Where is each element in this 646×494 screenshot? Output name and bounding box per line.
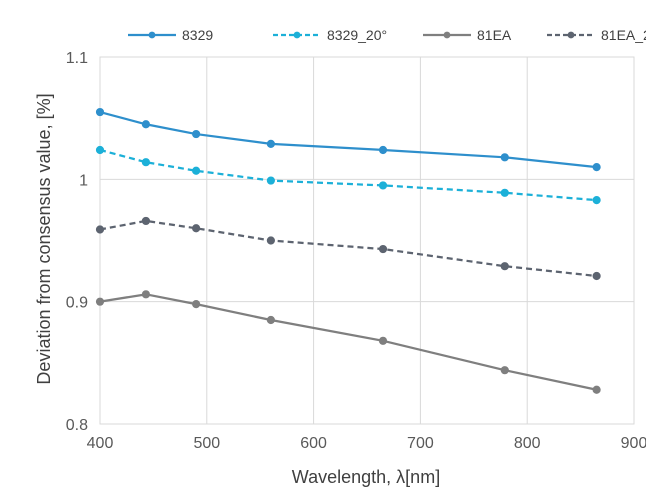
- data-point: [95, 145, 105, 155]
- data-point: [500, 188, 509, 197]
- series-1: [95, 107, 601, 172]
- data-point: [95, 225, 105, 234]
- data-point: [592, 196, 601, 205]
- legend-item-1: 8329: [128, 27, 213, 43]
- data-point: [266, 315, 275, 325]
- plot-series: [95, 107, 601, 394]
- legend-item-4: 81EA_20°: [547, 27, 646, 43]
- data-point: [141, 158, 151, 167]
- data-point: [592, 271, 601, 281]
- data-point: [378, 336, 388, 345]
- x-axis-ticks: 400 500 600 700 800 900: [87, 435, 646, 452]
- x-tick-label: 800: [514, 435, 541, 452]
- series-line: [99, 148, 597, 202]
- data-point: [192, 166, 201, 175]
- data-point: [500, 153, 509, 162]
- data-point: [141, 290, 151, 299]
- data-point: [500, 262, 509, 271]
- data-point: [192, 129, 201, 139]
- legend-label: 8329_20°: [327, 27, 387, 43]
- x-tick-label: 400: [87, 435, 114, 452]
- data-point: [95, 297, 105, 306]
- x-tick-label: 900: [621, 435, 646, 452]
- series-3: [95, 290, 601, 394]
- legend-swatch-marker: [293, 31, 301, 39]
- legend: 8329 8329_20° 81EA 81EA_20°: [128, 27, 646, 43]
- data-point: [192, 300, 201, 309]
- y-axis-ticks: 0.8 0.9 1 1.1: [66, 50, 88, 434]
- series-line: [99, 110, 597, 169]
- y-axis-title: Deviation from consensus value, [%]: [34, 93, 54, 384]
- data-point: [378, 145, 388, 155]
- x-axis-title: Wavelength, λ[nm]: [292, 467, 440, 487]
- y-tick-label: 1.1: [66, 50, 88, 67]
- plot-area-border: [99, 56, 635, 425]
- legend-swatch-marker: [443, 31, 451, 39]
- data-point: [592, 163, 601, 172]
- data-point: [266, 176, 275, 185]
- legend-label: 8329: [182, 27, 213, 43]
- legend-swatch-marker: [567, 31, 575, 39]
- legend-item-3: 81EA: [423, 27, 512, 43]
- data-point: [192, 224, 201, 233]
- y-tick-label: 0.9: [66, 295, 88, 312]
- grid-lines: [99, 56, 635, 425]
- y-tick-label: 1: [79, 172, 88, 189]
- series-line: [99, 293, 597, 391]
- legend-item-2: 8329_20°: [273, 27, 387, 43]
- data-point: [266, 236, 275, 245]
- data-point: [95, 107, 105, 117]
- y-tick-label: 0.8: [66, 417, 88, 434]
- legend-swatch-marker: [148, 31, 156, 39]
- data-point: [592, 385, 601, 394]
- series-4: [95, 216, 601, 281]
- x-tick-label: 500: [193, 435, 220, 452]
- legend-label: 81EA: [477, 27, 512, 43]
- data-point: [500, 366, 509, 375]
- x-tick-label: 600: [300, 435, 327, 452]
- data-point: [378, 181, 388, 190]
- legend-label: 81EA_20°: [601, 27, 646, 43]
- data-point: [378, 244, 388, 254]
- x-tick-label: 700: [407, 435, 434, 452]
- series-line: [99, 219, 597, 278]
- data-point: [141, 120, 151, 129]
- data-point: [141, 216, 151, 226]
- series-2: [95, 145, 601, 205]
- data-point: [266, 139, 275, 148]
